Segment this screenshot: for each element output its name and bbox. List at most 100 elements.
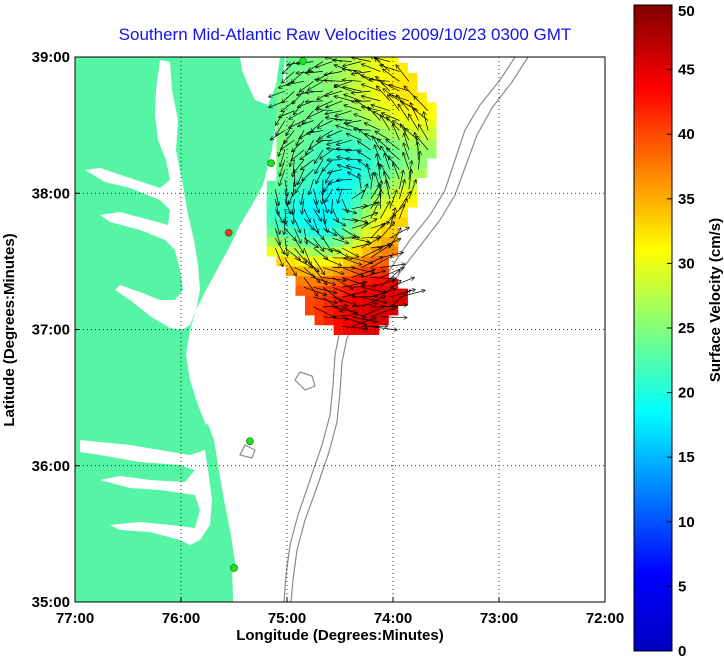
velocity-vector: [284, 189, 288, 205]
velocity-vector: [327, 139, 343, 145]
velocity-vector: [348, 172, 362, 180]
velocity-vector: [287, 80, 305, 85]
velocity-vector: [284, 238, 288, 256]
y-axis-label: Latitude (Degrees:Minutes): [1, 233, 18, 426]
velocity-vector: [333, 60, 352, 61]
velocity-vector: [361, 248, 381, 259]
velocity-vector: [359, 174, 362, 190]
velocity-vectors: [269, 57, 429, 330]
velocity-vector: [376, 154, 381, 170]
velocity-vector: [381, 146, 391, 160]
velocity-vector: [303, 286, 326, 295]
velocity-vector: [332, 228, 344, 239]
velocity-vector: [361, 296, 386, 303]
velocity-vector: [342, 238, 359, 239]
velocity-vector: [334, 96, 352, 102]
velocity-vector: [342, 326, 367, 329]
velocity-vector: [344, 105, 362, 112]
velocity-vector: [417, 136, 429, 151]
velocity-vector: [336, 126, 352, 131]
velocity-vector: [361, 286, 386, 292]
velocity-vector: [331, 198, 332, 213]
velocity-vector: [294, 247, 306, 263]
velocity-vector: [285, 208, 286, 224]
velocity-vector: [308, 110, 324, 118]
velocity-vector: [294, 159, 305, 173]
velocity-vector: [404, 143, 410, 160]
velocity-vector: [389, 228, 409, 239]
velocity-vector: [393, 163, 400, 180]
velocity-vector: [322, 296, 343, 312]
velocity-vector: [377, 86, 391, 102]
velocity-vector: [389, 228, 401, 249]
colorbar-tick-label: 5: [678, 578, 686, 595]
velocity-vector: [284, 130, 295, 143]
velocity-vector: [358, 151, 371, 160]
velocity-vector: [319, 130, 333, 139]
velocity-vector: [295, 179, 305, 192]
colorbar-tick-label: 30: [678, 255, 695, 272]
velocity-vector: [370, 194, 381, 209]
velocity-vector: [372, 136, 381, 151]
velocity-vector: [274, 247, 283, 266]
velocity-vector: [382, 113, 400, 121]
velocity-vector: [341, 247, 358, 257]
velocity-vector: [306, 101, 324, 102]
velocity-vector: [343, 69, 362, 72]
velocity-vector: [322, 238, 332, 252]
velocity-vector: [327, 129, 343, 137]
velocity-vector: [274, 228, 280, 244]
velocity-vector: [351, 206, 367, 210]
colorbar-label: Surface Velocity (cm/s): [707, 218, 724, 382]
velocity-vector: [352, 71, 371, 74]
velocity-vector: [362, 84, 381, 92]
velocity-vector: [313, 296, 337, 303]
colorbar-gradient: [633, 4, 673, 652]
velocity-vector: [343, 87, 362, 92]
velocity-vector: [274, 218, 279, 234]
velocity-vector: [342, 218, 357, 222]
colorbar-tick-label: 15: [678, 449, 695, 466]
velocity-vector: [415, 133, 419, 150]
velocity-vector: [315, 159, 324, 174]
velocity-vector: [313, 306, 336, 318]
velocity-vector: [341, 267, 363, 276]
velocity-vector: [358, 141, 371, 151]
velocity-vector: [341, 198, 348, 213]
velocity-vector: [370, 80, 390, 82]
velocity-vector: [389, 278, 414, 288]
velocity-vector: [354, 114, 371, 121]
velocity-vector: [361, 296, 385, 308]
velocity-vector: [322, 267, 344, 274]
x-tick-label: 77:00: [56, 610, 94, 627]
velocity-vector: [337, 139, 352, 145]
velocity-vector: [380, 281, 400, 298]
bathymetry-contour-4: [239, 444, 256, 459]
velocity-vector: [378, 139, 391, 151]
velocity-vector: [284, 247, 300, 260]
velocity-vector: [282, 90, 295, 103]
velocity-vector: [313, 189, 318, 204]
velocity-vector: [341, 306, 365, 318]
x-axis-label: Longitude (Degrees:Minutes): [236, 627, 444, 644]
velocity-vector: [313, 208, 322, 221]
velocity-vector: [314, 149, 324, 163]
velocity-vector: [351, 285, 377, 288]
velocity-vector: [389, 85, 410, 92]
velocity-vector: [341, 277, 365, 286]
velocity-vector: [291, 71, 305, 82]
velocity-vector: [332, 218, 346, 226]
delaware-bay-water: [240, 57, 280, 105]
radar-station-marker: [245, 437, 254, 446]
velocity-vector: [380, 222, 394, 239]
velocity-vector: [367, 164, 372, 180]
velocity-vector: [338, 165, 352, 170]
velocity-vector: [393, 121, 410, 131]
y-tick-label: 35:00: [32, 594, 70, 611]
velocity-vector: [399, 171, 403, 190]
velocity-vector: [351, 257, 373, 263]
velocity-vector: [320, 149, 333, 159]
velocity-vector: [313, 286, 337, 293]
velocity-vector: [303, 218, 314, 230]
velocity-vector: [294, 267, 314, 277]
